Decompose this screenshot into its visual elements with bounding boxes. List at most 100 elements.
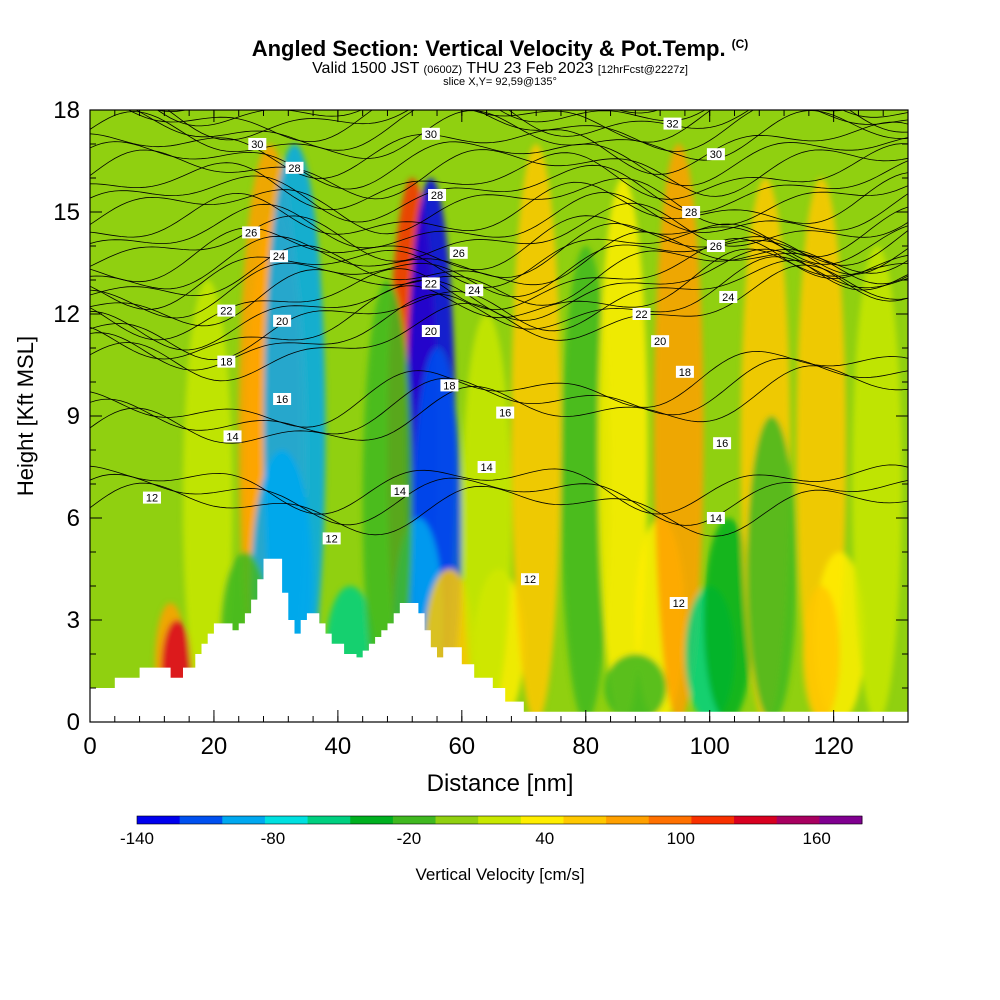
theta-label-text: 28 [685, 207, 697, 219]
velocity-cell [746, 416, 797, 722]
theta-label-bg [706, 240, 725, 252]
velocity-cell [653, 144, 704, 722]
colorbar-tick-label: 40 [535, 829, 554, 848]
theta-contour-line [90, 172, 908, 238]
theta-label-bg [273, 393, 292, 405]
theta-contour-line [90, 206, 908, 283]
theta-label: 14 [477, 461, 496, 474]
x-tick-label: 40 [325, 733, 352, 760]
theta-label-text: 30 [710, 149, 722, 161]
theta-label-text: 20 [654, 336, 666, 348]
theta-label-text: 18 [443, 380, 455, 392]
theta-label-bg [675, 365, 694, 378]
colorbar-swatch [648, 816, 692, 824]
theta-label-bg [285, 161, 304, 174]
theta-label-bg [669, 597, 688, 609]
theta-contour-line [90, 191, 908, 249]
theta-label-bg [440, 379, 459, 392]
theta-label-text: 16 [276, 394, 288, 406]
theta-label: 16 [713, 437, 732, 450]
theta-label-bg [217, 304, 236, 317]
terrain [90, 558, 908, 722]
theta-label-bg [142, 491, 161, 504]
theta-label-text: 14 [710, 513, 722, 525]
theta-label-bg [713, 437, 732, 450]
y-tick-label: 12 [53, 301, 80, 328]
colorbar-swatch [734, 816, 778, 824]
theta-label: 18 [440, 379, 459, 392]
colorbar-tick-label: 100 [667, 829, 695, 848]
chart-title: Angled Section: Vertical Velocity & Pot.… [251, 36, 749, 61]
theta-label: 26 [449, 246, 468, 260]
theta-label-text: 12 [673, 598, 685, 610]
theta-label-bg [390, 484, 409, 497]
theta-label-bg [242, 226, 261, 239]
colorbar-swatch [563, 816, 607, 824]
theta-label: 20 [273, 314, 292, 328]
theta-label-bg [449, 246, 468, 259]
axes: 0 20 40 60 80 100 120 0 3 6 9 12 15 18 [53, 97, 909, 760]
y-tick-label: 6 [67, 505, 80, 532]
theta-contour-line [156, 110, 908, 127]
theta-contour-line [90, 231, 908, 297]
theta-label-bg [248, 138, 267, 150]
theta-label: 14 [390, 484, 409, 498]
y-tick-label: 3 [67, 607, 80, 634]
x-tick-label: 80 [572, 733, 599, 760]
theta-label-bg [428, 189, 447, 201]
terrain-shape [90, 558, 908, 722]
theta-label-text: 26 [245, 227, 257, 239]
velocity-cell [802, 586, 840, 722]
theta-labels: 30 28 26 24 22 20 18 16 14 12 12 14 30 28 26 24 22 20 18 16… [142, 117, 738, 610]
colorbar-tick-label: -140 [120, 829, 154, 848]
colorbar-frame [136, 815, 863, 825]
theta-contour-line [90, 248, 908, 360]
theta-label: 22 [632, 308, 651, 321]
theta-label: 20 [421, 325, 440, 338]
theta-contour-line [90, 365, 908, 444]
theta-label: 28 [428, 189, 447, 202]
theta-label-text: 16 [499, 408, 511, 420]
colorbar-swatch [307, 816, 351, 824]
theta-label-bg [496, 406, 515, 419]
theta-label-bg [663, 117, 682, 130]
theta-label-text: 24 [273, 251, 285, 263]
theta-contour-line [127, 110, 849, 143]
theta-label-text: 18 [220, 357, 232, 369]
theta-contour-line [90, 357, 908, 435]
theta-label-bg [270, 250, 289, 263]
theta-label-bg [706, 512, 725, 524]
theta-label: 18 [675, 365, 694, 379]
theta-label: 12 [142, 491, 161, 505]
theta-label: 30 [421, 127, 440, 141]
theta-label: 16 [273, 393, 292, 406]
theta-label: 12 [322, 532, 341, 545]
theta-label-text: 24 [722, 292, 734, 304]
theta-contour-line [90, 160, 908, 223]
theta-contour-line [90, 248, 908, 351]
theta-contour-line [90, 137, 908, 190]
theta-label: 24 [719, 291, 738, 304]
theta-label: 22 [421, 277, 440, 290]
theta-label-text: 20 [276, 316, 288, 328]
x-tick-label: 20 [201, 733, 228, 760]
y-tick-label: 0 [67, 709, 80, 736]
colorbar-swatch [392, 816, 437, 824]
theta-label-text: 32 [666, 119, 678, 131]
theta-contour-line [90, 202, 908, 267]
theta-label-bg [273, 314, 292, 327]
theta-label-text: 24 [468, 285, 480, 297]
theta-contour-line [90, 149, 908, 200]
colorbar-swatch [137, 816, 181, 824]
x-tick-label: 0 [83, 733, 96, 760]
theta-label: 28 [285, 161, 304, 175]
theta-label-text: 30 [425, 129, 437, 141]
theta-label: 26 [242, 226, 261, 239]
theta-label-bg [421, 277, 440, 290]
theta-label: 14 [223, 430, 242, 443]
theta-label-text: 28 [288, 163, 300, 175]
theta-contour-line [90, 482, 908, 537]
colorbar-swatch [435, 816, 479, 824]
theta-label-text: 18 [679, 367, 691, 379]
